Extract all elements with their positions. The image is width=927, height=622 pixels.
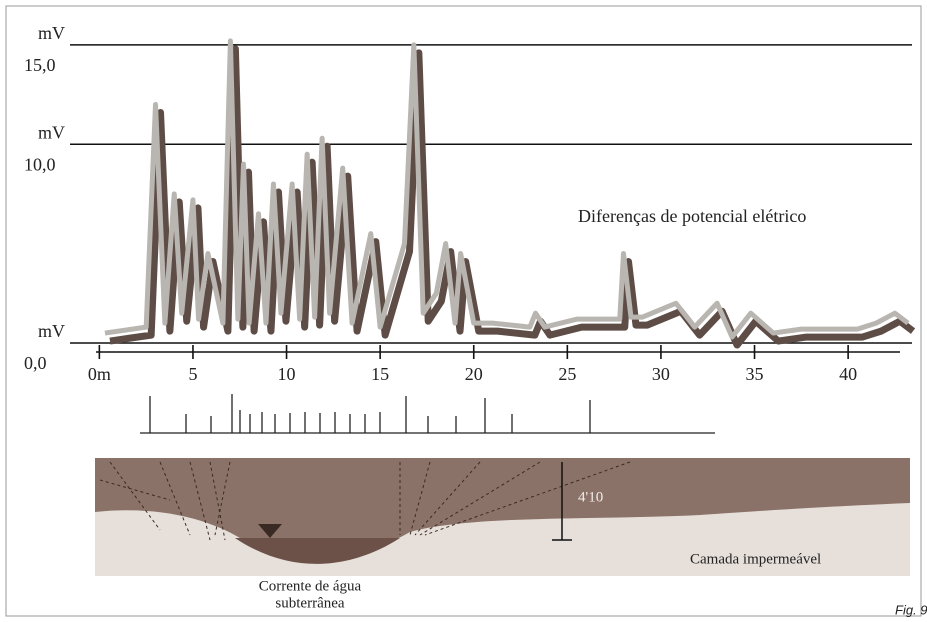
- x-tick-label: 40: [839, 364, 857, 384]
- y-unit-label: mV: [38, 122, 65, 142]
- x-tick-label: 20: [465, 364, 483, 384]
- depth-label: 4'10: [578, 489, 603, 505]
- annotation: Diferenças de potencial elétrico: [578, 206, 806, 226]
- x-tick-label: 15: [371, 364, 389, 384]
- y-unit-label: mV: [38, 23, 65, 43]
- x-tick-label: 35: [746, 364, 764, 384]
- x-tick-label: 5: [188, 364, 197, 384]
- x-tick-label: 10: [278, 364, 296, 384]
- x-tick-label: 0m: [88, 364, 111, 384]
- x-tick-label: 25: [558, 364, 576, 384]
- y-tick-label: 0,0: [24, 353, 47, 373]
- stream-label: Corrente de água: [259, 578, 362, 594]
- y-unit-label: mV: [38, 321, 65, 341]
- y-tick-label: 15,0: [24, 55, 56, 75]
- figure: 4'10 Camada impermeável Corrente de água…: [0, 0, 927, 622]
- stream-label: subterrânea: [275, 595, 344, 611]
- layer-label: Camada impermeável: [690, 551, 821, 567]
- y-tick-label: 10,0: [24, 154, 56, 174]
- x-tick-label: 30: [652, 364, 670, 384]
- figure-label: Fig. 91: [895, 602, 927, 617]
